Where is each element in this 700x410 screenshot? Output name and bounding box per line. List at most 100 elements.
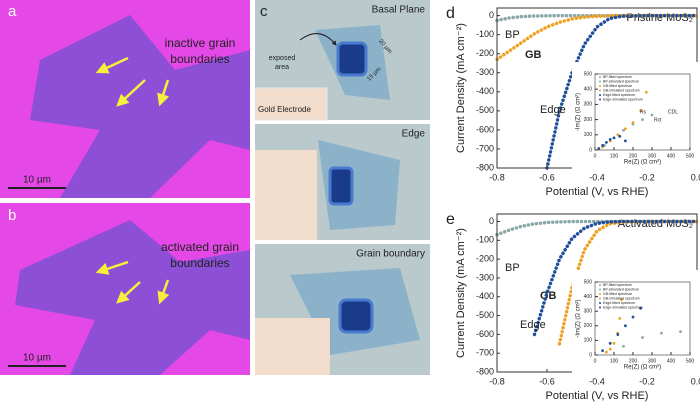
legend-entry: Edge-fitted spectrum bbox=[603, 301, 635, 305]
y-tick-label: -200 bbox=[476, 48, 494, 58]
x-tick-label: 0.0 bbox=[691, 376, 700, 386]
x-axis-label: Re(Z) (Ω cm²) bbox=[624, 365, 661, 371]
panel-c: Basal Plane exposed area 20 µm 15 µm Gol… bbox=[254, 0, 430, 375]
x-tick-label: 0.0 bbox=[691, 172, 700, 182]
scale-label: 10 µm bbox=[23, 175, 51, 186]
legend-entry: BP-simulated spectrum bbox=[603, 79, 639, 83]
point bbox=[639, 306, 642, 310]
y-tick-label: -500 bbox=[476, 105, 494, 115]
y-tick-label: -200 bbox=[476, 254, 494, 264]
x-tick-label: -0.2 bbox=[639, 172, 655, 182]
x-tick-label: 0 bbox=[594, 153, 597, 159]
panel-label: d bbox=[446, 5, 455, 22]
y-tick-label: 100 bbox=[584, 338, 593, 344]
legend-entry: GB-fitted spectrum bbox=[603, 292, 632, 296]
legend-swatch bbox=[599, 98, 601, 101]
point bbox=[608, 137, 612, 141]
legend-swatch bbox=[599, 288, 601, 291]
legend-entry: GB-fitted spectrum bbox=[603, 84, 632, 88]
point bbox=[631, 315, 635, 319]
legend-entry: BP-fitted spectrum bbox=[603, 283, 632, 287]
x-tick-label: -0.4 bbox=[589, 172, 605, 182]
y-axis-label: Current Density (mA cm⁻²) bbox=[455, 228, 467, 358]
note: area bbox=[275, 64, 289, 71]
x-tick-label: 500 bbox=[686, 153, 695, 159]
circuit-label: Rct bbox=[654, 117, 662, 123]
x-axis-label: Potential (V, vs RHE) bbox=[546, 390, 649, 402]
legend-swatch bbox=[599, 89, 601, 92]
panel-label: c bbox=[260, 3, 268, 20]
legend-entry: Edge-simulated spectrum bbox=[603, 305, 643, 309]
point bbox=[641, 336, 644, 339]
x-tick-label: 500 bbox=[686, 358, 695, 364]
point bbox=[618, 317, 622, 320]
series-label: Edge bbox=[540, 104, 566, 116]
exposed-area bbox=[338, 298, 374, 334]
x-tick-label: 200 bbox=[629, 153, 638, 159]
y-tick-label: -400 bbox=[476, 86, 494, 96]
arrow bbox=[116, 281, 141, 304]
point bbox=[601, 349, 604, 353]
x-tick-label: 400 bbox=[667, 153, 676, 159]
point bbox=[650, 113, 654, 117]
y-tick-label: -800 bbox=[476, 162, 494, 172]
legend-entry: GB-simulated spectrum bbox=[603, 296, 640, 300]
gold-electrode bbox=[255, 318, 330, 375]
point bbox=[620, 298, 623, 301]
note: exposed bbox=[269, 55, 296, 62]
annotation: Activated MoS₂ bbox=[618, 218, 693, 230]
annotation: Pristine MoS₂ bbox=[626, 12, 693, 24]
point bbox=[605, 350, 608, 354]
inset-background bbox=[572, 270, 698, 376]
x-tick-label: -0.6 bbox=[539, 172, 555, 182]
series-label: BP bbox=[505, 29, 520, 41]
point bbox=[631, 121, 635, 125]
y-tick-label: 300 bbox=[584, 102, 593, 108]
inset-background bbox=[572, 62, 698, 170]
annotation: inactive grain bbox=[165, 36, 236, 50]
y-tick-label: 0 bbox=[589, 352, 592, 358]
arrow bbox=[116, 79, 146, 107]
panel-b: b activated grain boundaries 10 µm bbox=[0, 203, 250, 375]
panel-a: a inactive grain boundaries 10 µm bbox=[0, 0, 250, 198]
point bbox=[624, 127, 627, 131]
point bbox=[641, 118, 644, 121]
point bbox=[639, 109, 642, 112]
exposed-area bbox=[328, 166, 354, 206]
panel-label: b bbox=[8, 207, 16, 224]
y-tick-label: 300 bbox=[584, 309, 593, 315]
y-axis-label: -Im(Z) (Ω cm²) bbox=[576, 299, 582, 337]
y-tick-label: -600 bbox=[476, 329, 494, 339]
legend-swatch bbox=[599, 76, 601, 78]
x-tick-label: -0.6 bbox=[539, 376, 555, 386]
y-tick-label: 0 bbox=[489, 10, 494, 20]
y-tick-label: 200 bbox=[584, 323, 593, 329]
series-line bbox=[532, 219, 699, 337]
point bbox=[616, 333, 620, 336]
point bbox=[618, 134, 622, 138]
note: Gold Electrode bbox=[258, 105, 311, 114]
y-tick-label: -300 bbox=[476, 67, 494, 77]
legend-entry: GB-simulated spectrum bbox=[603, 88, 640, 92]
x-tick-label: -0.2 bbox=[639, 376, 655, 386]
point bbox=[624, 324, 627, 328]
circuit-label: CDL bbox=[668, 109, 678, 115]
point bbox=[612, 341, 616, 345]
flake bbox=[318, 140, 400, 230]
plot-frame bbox=[594, 281, 691, 356]
scale-label: 10 µm bbox=[23, 353, 51, 364]
x-tick-label: 300 bbox=[648, 358, 657, 364]
point bbox=[622, 128, 625, 132]
x-tick-label: 0 bbox=[594, 358, 597, 364]
x-tick-label: 400 bbox=[667, 358, 676, 364]
y-tick-label: 400 bbox=[584, 294, 593, 300]
flake bbox=[30, 15, 250, 198]
y-axis-label: -Im(Z) (Ω cm²) bbox=[576, 93, 582, 131]
y-tick-label: -700 bbox=[476, 143, 494, 153]
x-axis-label: Potential (V, vs RHE) bbox=[546, 186, 649, 198]
x-tick-label: 100 bbox=[610, 153, 619, 159]
x-tick-label: 100 bbox=[610, 358, 619, 364]
y-tick-label: -100 bbox=[476, 235, 494, 245]
y-tick-label: -300 bbox=[476, 272, 494, 282]
annotation: boundaries bbox=[170, 52, 229, 66]
